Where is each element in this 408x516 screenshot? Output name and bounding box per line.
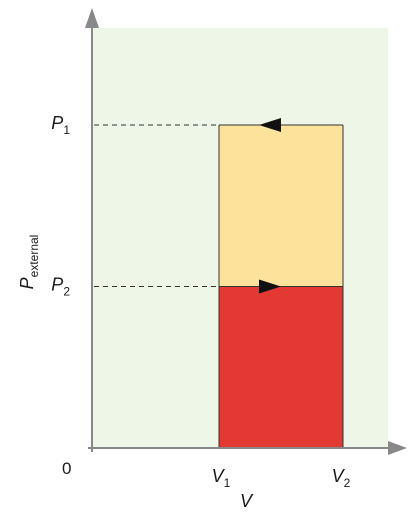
y-tick-label-p2: P2 (51, 275, 70, 299)
arrow-right-icon (259, 279, 281, 294)
x-tick-v2-sub: 2 (344, 476, 351, 490)
work-area-upper (219, 125, 343, 287)
y-axis-label-base: P (17, 277, 37, 289)
x-tick-v1-base: V (212, 466, 226, 486)
y-tick-p2-sub: 2 (63, 285, 70, 299)
arrow-left-icon (259, 118, 281, 132)
y-tick-p1-base: P (51, 113, 63, 133)
y-tick-label-p1: P1 (51, 113, 70, 137)
x-tick-label-v1: V1 (212, 466, 231, 490)
y-tick-p1-sub: 1 (63, 123, 70, 137)
x-tick-v2-base: V (332, 466, 346, 486)
y-axis-label-sub: external (27, 235, 41, 278)
x-axis-label: V (240, 491, 254, 511)
x-axis-arrowhead-icon (388, 441, 407, 455)
work-area-lower (219, 286, 343, 448)
y-axis-label: Pexternal (17, 235, 41, 290)
y-axis-arrowhead-icon (85, 8, 99, 28)
x-tick-label-v2: V2 (332, 466, 351, 490)
x-tick-v1-sub: 1 (224, 476, 231, 490)
axes (85, 8, 407, 455)
y-tick-p2-base: P (51, 275, 63, 295)
origin-label: 0 (62, 459, 71, 478)
